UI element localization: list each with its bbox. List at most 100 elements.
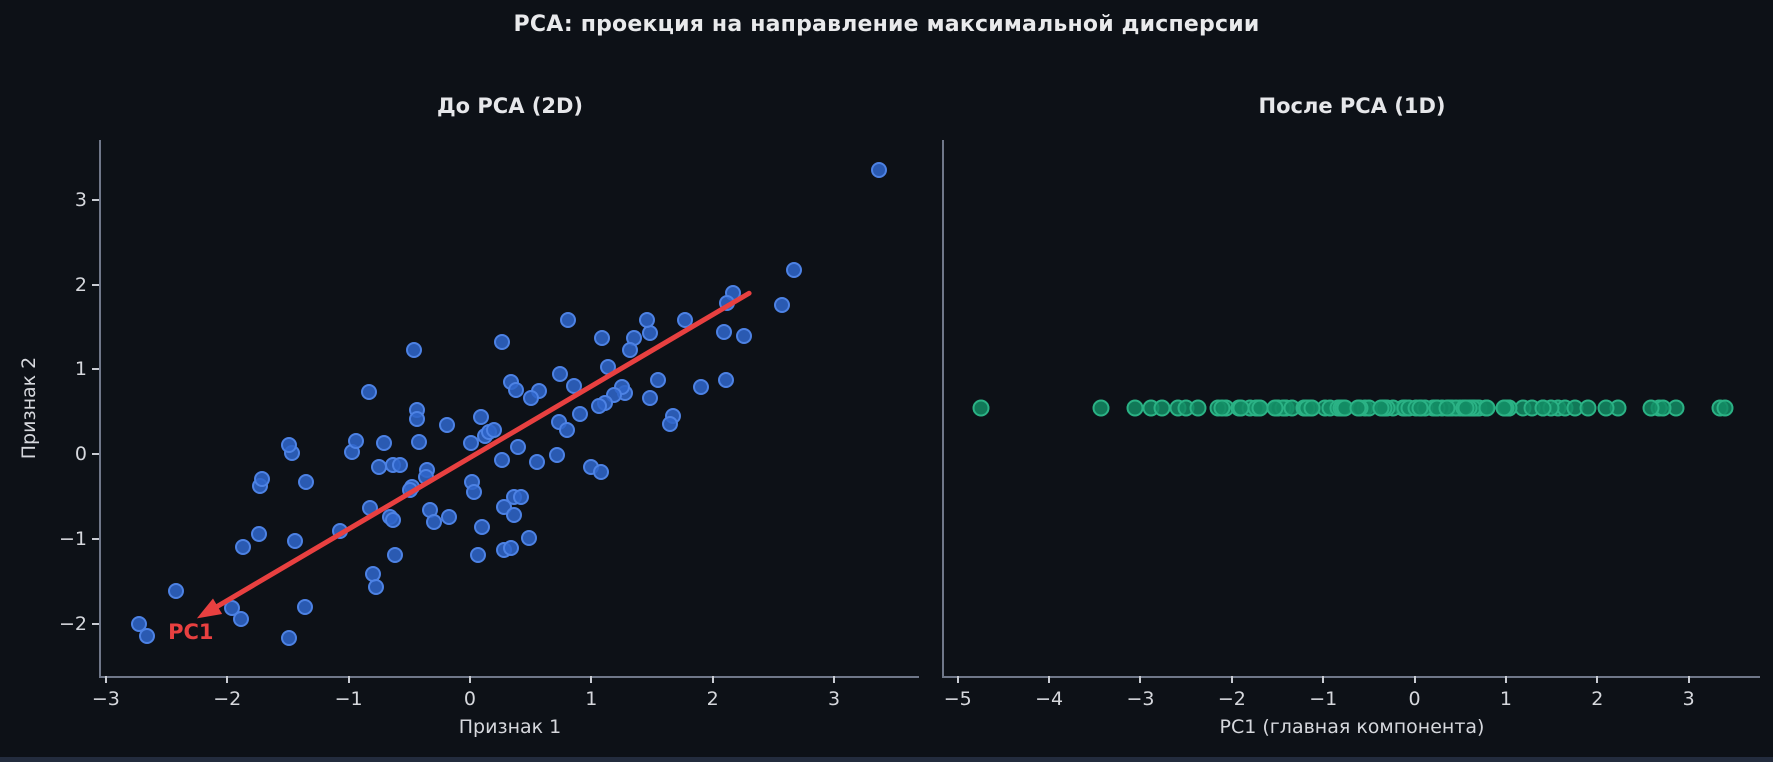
data-point xyxy=(385,512,402,529)
data-point xyxy=(715,324,732,341)
data-point xyxy=(572,406,589,423)
y-tick-label: 1 xyxy=(74,358,87,381)
figure-title: PCA: проекция на направление максимально… xyxy=(513,12,1260,37)
data-point xyxy=(521,529,538,546)
data-point xyxy=(281,436,298,453)
data-point xyxy=(1642,399,1660,417)
data-point xyxy=(1534,399,1552,417)
x-tick-mark xyxy=(468,676,471,683)
data-point xyxy=(408,410,425,427)
y-tick-mark xyxy=(92,537,99,540)
data-point xyxy=(332,523,349,540)
data-point xyxy=(402,481,419,498)
data-point xyxy=(718,372,735,389)
data-point xyxy=(503,540,520,557)
data-point xyxy=(298,474,315,491)
before-pca-ylabel: Признак 2 xyxy=(18,356,40,460)
data-point xyxy=(1438,399,1456,417)
data-point xyxy=(406,341,423,358)
data-point xyxy=(361,384,378,401)
data-point xyxy=(463,435,480,452)
data-point xyxy=(1372,399,1390,417)
data-point xyxy=(510,439,527,456)
y-tick-mark xyxy=(92,199,99,202)
x-tick-mark xyxy=(1230,676,1233,683)
data-point xyxy=(493,452,510,469)
data-point xyxy=(972,399,990,417)
y-tick-label: 3 xyxy=(74,189,87,212)
after-pca-title: После PCA (1D) xyxy=(1258,94,1446,118)
data-point xyxy=(650,372,667,389)
data-point xyxy=(593,463,610,480)
data-point xyxy=(1457,399,1475,417)
data-point xyxy=(1411,399,1429,417)
data-point xyxy=(474,518,491,535)
x-tick-label: 1 xyxy=(1499,688,1513,710)
data-point xyxy=(773,297,790,314)
data-point xyxy=(1213,399,1231,417)
data-point xyxy=(386,546,403,563)
data-point xyxy=(493,334,510,351)
data-point xyxy=(1153,399,1171,417)
data-point xyxy=(1126,399,1144,417)
data-point xyxy=(287,533,304,550)
data-point xyxy=(441,508,458,525)
data-point xyxy=(1251,399,1269,417)
x-tick-label: 0 xyxy=(463,688,476,710)
x-tick-mark xyxy=(590,676,593,683)
x-tick-label: −1 xyxy=(334,688,363,710)
data-point xyxy=(719,295,736,312)
data-point xyxy=(600,358,617,375)
x-tick-label: −5 xyxy=(943,688,972,710)
x-tick-mark xyxy=(1413,676,1416,683)
data-point xyxy=(560,312,577,329)
bottom-bar xyxy=(0,757,1773,762)
data-point xyxy=(254,470,271,487)
pc1-arrow xyxy=(196,290,752,619)
data-point xyxy=(566,377,583,394)
data-point xyxy=(465,484,482,501)
y-tick-mark xyxy=(92,283,99,286)
y-tick-mark xyxy=(92,622,99,625)
data-point xyxy=(522,390,539,407)
data-point xyxy=(559,422,576,439)
pc1-annotation-label: PC1 xyxy=(168,619,214,644)
data-point xyxy=(1349,399,1367,417)
data-point xyxy=(168,583,185,600)
data-point xyxy=(1597,399,1615,417)
before-pca-xlabel: Признак 1 xyxy=(458,716,562,738)
y-tick-mark xyxy=(92,368,99,371)
data-point xyxy=(472,408,489,425)
data-point xyxy=(551,365,568,382)
x-tick-mark xyxy=(104,676,107,683)
data-point xyxy=(549,446,566,463)
x-tick-label: 0 xyxy=(1408,688,1421,710)
data-point xyxy=(470,546,487,563)
data-point xyxy=(692,379,709,396)
after-pca-plot: После PCA (1D) PC1 (главная компонента) … xyxy=(942,94,1760,738)
x-tick-mark xyxy=(1596,676,1599,683)
data-point xyxy=(508,381,525,398)
data-point xyxy=(622,341,639,358)
x-tick-mark xyxy=(226,676,229,683)
data-point xyxy=(391,457,408,474)
data-point xyxy=(486,422,503,439)
data-point xyxy=(1495,399,1513,417)
x-tick-label: 2 xyxy=(706,688,719,710)
x-tick-mark xyxy=(711,676,714,683)
x-tick-mark xyxy=(1504,676,1507,683)
data-point xyxy=(505,507,522,524)
data-point xyxy=(639,312,656,329)
data-point xyxy=(375,435,392,452)
data-point xyxy=(368,579,385,596)
data-point xyxy=(528,453,545,470)
x-tick-label: −1 xyxy=(1309,688,1338,710)
data-point xyxy=(785,261,802,278)
data-point xyxy=(250,525,267,542)
x-tick-mark xyxy=(1048,676,1051,683)
after-pca-xlabel: PC1 (главная компонента) xyxy=(1219,716,1485,738)
x-tick-label: 3 xyxy=(1682,688,1695,710)
data-point xyxy=(362,500,379,517)
data-point xyxy=(1579,399,1597,417)
data-point xyxy=(425,513,442,530)
